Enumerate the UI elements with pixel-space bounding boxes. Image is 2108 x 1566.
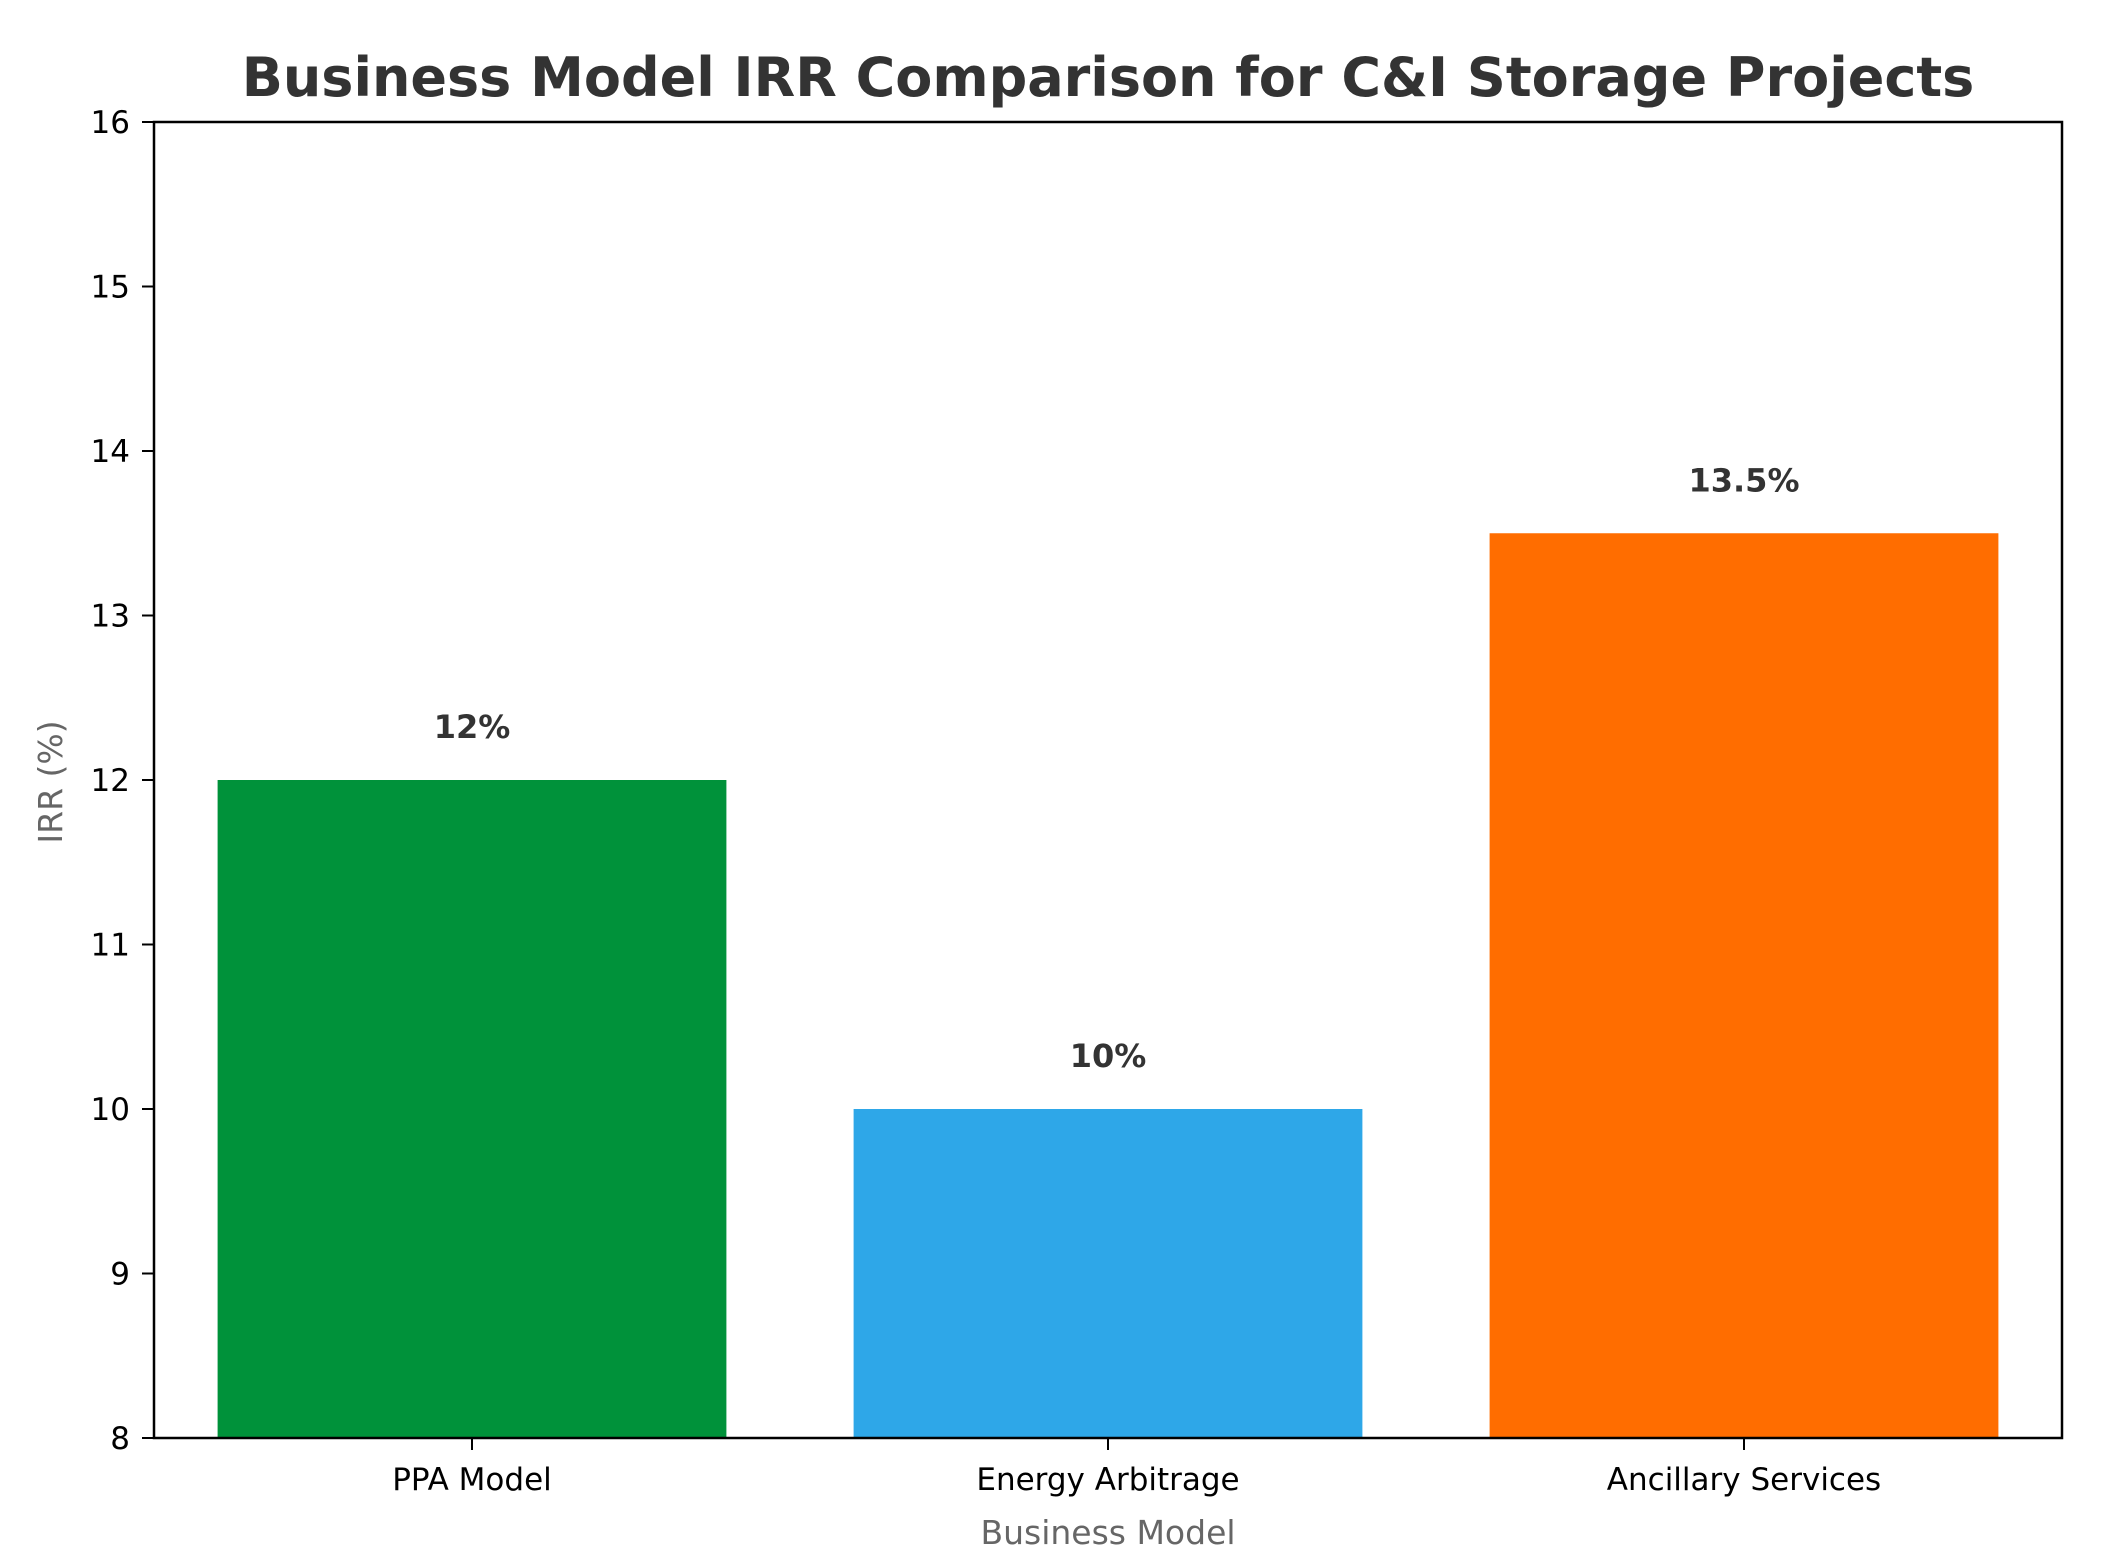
x-tick-label-0: PPA Model — [392, 1462, 552, 1498]
bar-1 — [853, 1109, 1363, 1438]
y-tick-label-2: 10 — [91, 1092, 130, 1128]
y-axis-label: IRR (%) — [31, 720, 70, 843]
value-label-0: 12% — [434, 708, 511, 746]
y-tick-label-8: 16 — [91, 105, 130, 141]
y-tick-label-4: 12 — [91, 763, 130, 799]
x-tick-label-1: Energy Arbitrage — [976, 1462, 1239, 1498]
y-tick-label-3: 11 — [91, 928, 130, 964]
value-label-2: 13.5% — [1688, 461, 1799, 499]
x-axis: PPA Model Energy Arbitrage Ancillary Servi… — [392, 1438, 1881, 1498]
plot-frame — [152, 120, 2064, 1440]
chart-title: Business Model IRR Comparison for C&I St… — [242, 46, 1975, 109]
x-axis-label: Business Model — [980, 1513, 1235, 1552]
y-tick-label-6: 14 — [91, 434, 130, 470]
y-tick-label-1: 9 — [110, 1257, 130, 1293]
value-labels-group: 12% 10% 13.5% — [434, 461, 1800, 1075]
bar-0 — [217, 780, 727, 1438]
bars-group — [217, 533, 1999, 1438]
y-tick-label-5: 13 — [91, 599, 130, 635]
y-tick-label-0: 8 — [110, 1421, 130, 1457]
bar-2 — [1489, 533, 1999, 1438]
plot-area — [152, 120, 2064, 1440]
value-label-1: 10% — [1070, 1037, 1147, 1075]
y-axis: 8 9 10 11 12 13 14 15 16 — [91, 105, 154, 1457]
y-tick-label-7: 15 — [91, 270, 130, 306]
x-tick-label-2: Ancillary Services — [1607, 1462, 1881, 1498]
